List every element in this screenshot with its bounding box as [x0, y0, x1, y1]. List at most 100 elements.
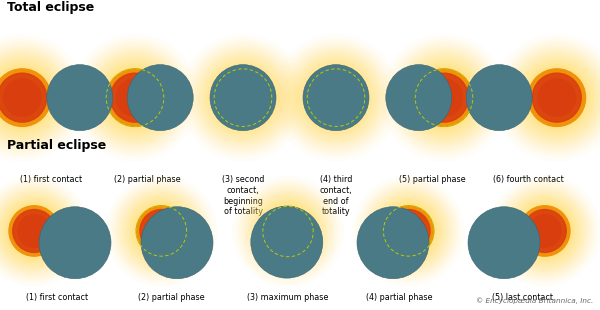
Ellipse shape: [0, 51, 68, 144]
Ellipse shape: [0, 195, 70, 267]
Ellipse shape: [468, 207, 540, 279]
Ellipse shape: [500, 186, 589, 276]
Ellipse shape: [128, 197, 195, 265]
Ellipse shape: [357, 207, 429, 279]
Text: (4) partial phase: (4) partial phase: [366, 293, 432, 302]
Ellipse shape: [391, 44, 497, 151]
Ellipse shape: [370, 193, 447, 269]
Text: (4) third
contact,
end of
totality: (4) third contact, end of totality: [320, 175, 352, 216]
Ellipse shape: [101, 64, 169, 131]
Ellipse shape: [518, 59, 595, 136]
Ellipse shape: [248, 191, 328, 272]
Ellipse shape: [260, 204, 316, 259]
Ellipse shape: [0, 191, 74, 271]
Ellipse shape: [517, 204, 572, 258]
Ellipse shape: [513, 54, 600, 141]
Ellipse shape: [295, 56, 377, 139]
Ellipse shape: [106, 69, 164, 126]
Ellipse shape: [292, 54, 380, 141]
Ellipse shape: [86, 49, 184, 146]
Ellipse shape: [122, 85, 148, 111]
Ellipse shape: [272, 215, 304, 248]
Ellipse shape: [523, 64, 590, 131]
Ellipse shape: [505, 191, 585, 271]
Ellipse shape: [0, 61, 58, 134]
Ellipse shape: [387, 210, 430, 252]
Ellipse shape: [190, 44, 296, 151]
Ellipse shape: [27, 224, 41, 238]
Ellipse shape: [0, 56, 64, 139]
Ellipse shape: [197, 51, 289, 144]
Ellipse shape: [381, 204, 436, 258]
Ellipse shape: [523, 210, 566, 252]
Ellipse shape: [0, 193, 73, 269]
Ellipse shape: [23, 219, 46, 242]
Text: (3) maximum phase: (3) maximum phase: [247, 293, 329, 302]
Ellipse shape: [1, 197, 68, 265]
Ellipse shape: [13, 210, 56, 252]
Ellipse shape: [419, 73, 469, 122]
Text: Total eclipse: Total eclipse: [7, 1, 94, 14]
Text: (5) last contact: (5) last contact: [491, 293, 553, 302]
Ellipse shape: [202, 56, 284, 139]
Ellipse shape: [303, 65, 369, 131]
Ellipse shape: [0, 46, 73, 149]
Ellipse shape: [136, 206, 187, 256]
Ellipse shape: [250, 193, 326, 270]
Ellipse shape: [538, 224, 552, 238]
Ellipse shape: [508, 49, 600, 146]
Ellipse shape: [298, 59, 374, 136]
Ellipse shape: [127, 65, 193, 131]
Ellipse shape: [0, 49, 71, 146]
Ellipse shape: [415, 69, 473, 126]
Ellipse shape: [130, 199, 193, 263]
Ellipse shape: [47, 65, 113, 131]
Ellipse shape: [431, 85, 457, 111]
Ellipse shape: [224, 79, 262, 116]
Ellipse shape: [410, 64, 478, 131]
Ellipse shape: [212, 66, 274, 129]
Ellipse shape: [383, 206, 434, 256]
Text: (1) first contact: (1) first contact: [26, 293, 88, 302]
Ellipse shape: [285, 46, 387, 149]
Ellipse shape: [0, 66, 53, 129]
Ellipse shape: [210, 65, 276, 131]
Ellipse shape: [317, 79, 355, 116]
Ellipse shape: [116, 79, 154, 116]
Ellipse shape: [110, 73, 160, 122]
Ellipse shape: [515, 56, 598, 139]
Ellipse shape: [400, 54, 488, 141]
Ellipse shape: [532, 73, 581, 122]
Ellipse shape: [0, 184, 81, 278]
Text: (5) partial phase: (5) partial phase: [398, 175, 466, 184]
Ellipse shape: [379, 202, 438, 260]
Text: (6) fourth contact: (6) fourth contact: [493, 175, 563, 184]
Ellipse shape: [91, 54, 179, 141]
Ellipse shape: [521, 61, 593, 134]
Ellipse shape: [375, 197, 442, 265]
Ellipse shape: [94, 56, 176, 139]
Ellipse shape: [117, 186, 206, 276]
Ellipse shape: [549, 90, 565, 106]
Ellipse shape: [538, 79, 575, 116]
Ellipse shape: [205, 59, 281, 136]
Ellipse shape: [305, 66, 367, 129]
Ellipse shape: [528, 69, 586, 126]
Ellipse shape: [235, 90, 251, 106]
Ellipse shape: [377, 199, 440, 263]
Ellipse shape: [209, 64, 277, 131]
Ellipse shape: [230, 85, 256, 111]
Ellipse shape: [328, 90, 344, 106]
Text: (2) partial phase: (2) partial phase: [137, 293, 205, 302]
Ellipse shape: [290, 51, 382, 144]
Ellipse shape: [245, 189, 331, 274]
Ellipse shape: [5, 202, 64, 260]
Ellipse shape: [311, 73, 361, 122]
Ellipse shape: [509, 195, 581, 267]
Ellipse shape: [526, 66, 588, 129]
Ellipse shape: [9, 206, 59, 256]
Ellipse shape: [263, 206, 313, 257]
Text: (1) first contact: (1) first contact: [20, 175, 82, 184]
Ellipse shape: [141, 207, 213, 279]
Ellipse shape: [386, 65, 452, 131]
